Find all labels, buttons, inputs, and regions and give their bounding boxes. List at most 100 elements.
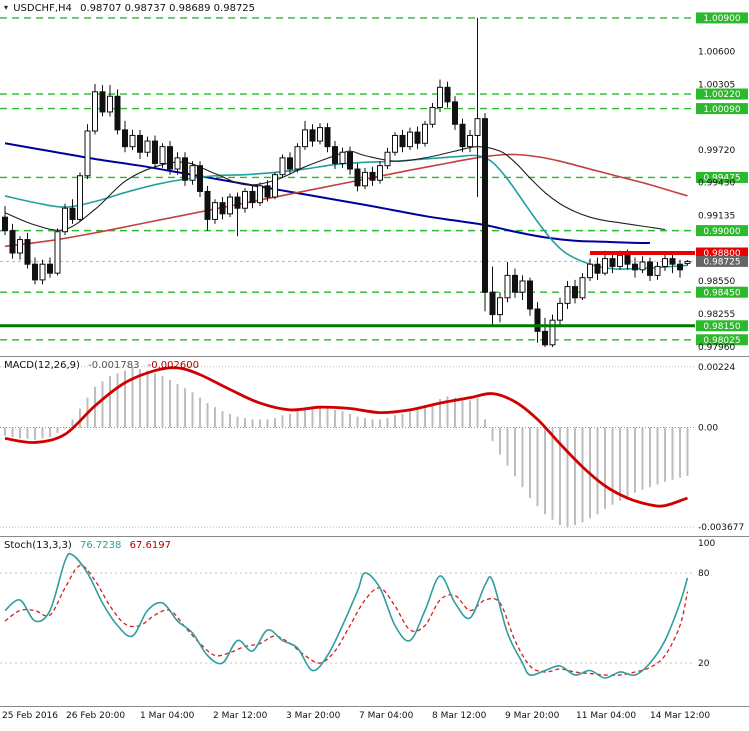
macd-scale-label: 0.00 [698,424,718,434]
macd-panel-canvas[interactable]: 0.00224 0.00 -0.003677 [0,357,749,536]
candle [287,157,293,170]
price-badge-label: 0.98725 [703,258,740,268]
candle [459,123,466,148]
stoch-scale-label: 80 [698,569,710,579]
candle [264,185,271,198]
price-badge [696,286,748,298]
price-badge-label: 0.98150 [703,322,740,332]
candle [92,91,98,132]
candle [99,91,106,113]
price-badge [696,225,748,237]
candle [9,230,16,254]
ma-teal [4,154,688,270]
time-label: 14 Mar 12:00 [650,711,711,721]
candle [167,146,173,170]
candle [137,134,143,153]
price-scale-label: 0.99430 [698,178,735,188]
candle [474,118,481,136]
candle [144,140,151,153]
macd-signal-line [4,366,688,508]
candle [384,151,391,167]
candle [399,134,406,148]
time-label: 1 Mar 04:00 [140,711,195,721]
price-scale-label: 0.99720 [698,146,735,156]
chart-menu-icon[interactable]: ▾ [4,3,9,12]
candle [242,190,248,209]
candle [669,258,676,265]
time-label: 11 Mar 04:00 [576,711,637,721]
candle [684,260,691,264]
candle [422,123,428,144]
price-badge [696,247,748,259]
chart-title: ▾ USDCHF,H4 0.98707 0.98737 0.98689 0.98… [4,3,255,14]
stoch-k-value: 76.7238 [80,540,122,551]
price-badge [696,255,748,267]
price-badge [696,88,748,100]
candle [354,168,361,187]
stoch-d-line [4,564,689,676]
candle [122,129,128,148]
candle [624,254,631,265]
candle [662,258,668,267]
macd-indicator-label: MACD(12,26,9) -0.001783 -0.002600 [4,360,199,371]
panel-separator[interactable] [0,356,749,357]
candle [24,239,31,265]
candle [302,129,308,148]
ma-slow-blue [4,142,651,245]
ohlc-readout: 0.98707 0.98737 0.98689 0.98725 [80,3,256,14]
candle [152,140,158,164]
candle [159,146,166,164]
candle [54,231,61,274]
candle [332,146,338,164]
price-scale-label: 0.98550 [698,277,735,287]
candle [512,274,518,293]
price-badge [696,12,748,24]
candle [504,274,511,299]
candle [497,297,503,316]
candle [107,95,113,113]
price-badge [696,334,748,346]
price-badge [696,103,748,115]
candle [557,302,563,321]
candle [609,258,616,267]
candle [114,95,121,131]
panel-separator[interactable] [0,536,749,537]
candle [392,134,398,153]
candle [564,286,571,304]
candle [647,261,653,276]
stochastic-panel-canvas[interactable]: 100 80 20 [0,537,749,706]
candle [519,280,526,293]
candle [249,190,256,204]
candle [549,319,556,346]
candle [309,129,316,142]
macd-histogram [4,366,689,528]
candle [654,265,661,276]
price-scale-label: 1.00600 [698,47,735,57]
ma-long-red [4,153,688,248]
macd-scale-label: 0.00224 [698,363,735,373]
price-scale-label: 1.00305 [698,81,735,91]
price-badge-label: 1.00900 [703,14,740,24]
candle [467,134,473,148]
candle [272,174,278,198]
candle [362,171,368,187]
macd-name: MACD(12,26,9) [4,360,80,371]
candle [317,127,323,142]
candle [632,263,638,271]
candle [579,277,586,299]
candle [617,254,623,267]
candle [69,207,76,220]
candle [129,134,136,148]
candle [594,263,601,274]
candle [347,151,353,170]
candle [444,86,451,103]
time-axis[interactable]: 25 Feb 2016 26 Feb 20:00 1 Mar 04:00 2 M… [0,707,749,731]
stoch-k-line [4,552,689,679]
candle [377,165,383,181]
time-label: 7 Mar 04:00 [359,711,414,721]
stoch-name: Stoch(13,3,3) [4,540,72,551]
candle [677,263,683,271]
candle [84,130,91,177]
candle [62,207,68,233]
